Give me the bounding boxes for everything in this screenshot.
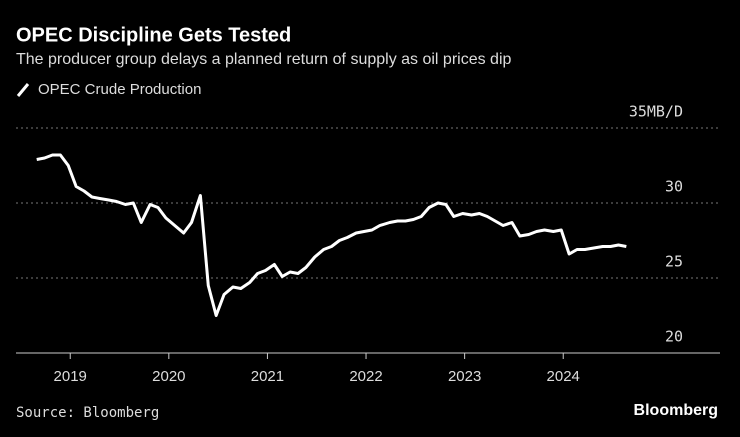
chart-subtitle: The producer group delays a planned retu… — [16, 51, 512, 68]
x-tick-label: 2022 — [349, 368, 382, 385]
x-tick-label: 2023 — [448, 368, 481, 385]
legend-swatch — [16, 83, 30, 97]
source: Source: Bloomberg — [16, 405, 159, 421]
legend-label: OPEC Crude Production — [38, 81, 201, 98]
y-tick-label: 20 — [665, 328, 683, 346]
y-tick-label: 25 — [665, 253, 683, 271]
x-tick-label: 2020 — [152, 368, 185, 385]
x-tick-label: 2019 — [54, 368, 87, 385]
brand: Bloomberg — [634, 402, 718, 419]
x-tick-label: 2024 — [547, 368, 580, 385]
y-tick-label: 30 — [665, 178, 683, 196]
chart-title: OPEC Discipline Gets Tested — [16, 24, 291, 46]
y-tick-label: 35MB/D — [629, 103, 683, 121]
data-line — [36, 153, 627, 317]
x-tick-label: 2021 — [251, 368, 284, 385]
